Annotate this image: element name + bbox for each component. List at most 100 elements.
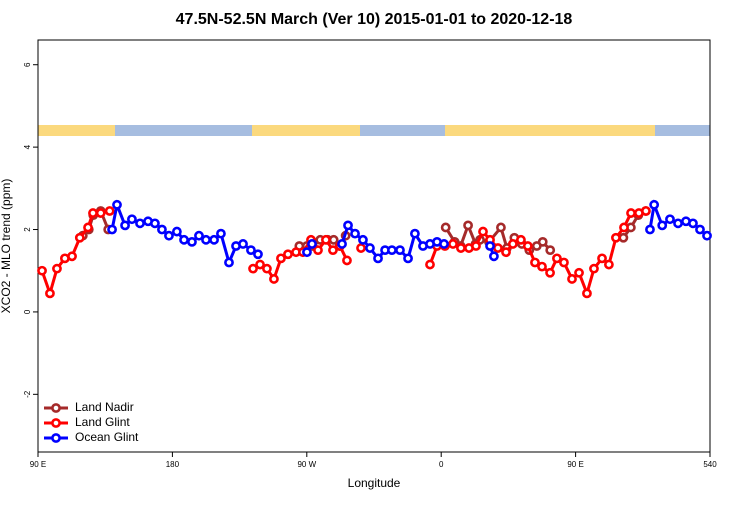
- point: [150, 218, 160, 229]
- point: [255, 259, 265, 270]
- legend-label: Land Glint: [75, 415, 130, 429]
- y-axis-label: XCO2 - MLO trend (ppm): [0, 179, 13, 314]
- point: [485, 241, 495, 251]
- y-tick-label: -2: [23, 390, 32, 398]
- point: [463, 220, 473, 231]
- point: [356, 243, 366, 253]
- point: [439, 239, 449, 249]
- point: [238, 239, 248, 249]
- point: [507, 239, 518, 249]
- point: [164, 230, 174, 241]
- point: [530, 257, 540, 268]
- point: [688, 218, 698, 229]
- point: [107, 224, 117, 235]
- point: [604, 259, 614, 270]
- point: [395, 245, 405, 256]
- point: [52, 263, 62, 274]
- point: [665, 214, 675, 225]
- y-tick-label: 6: [23, 62, 32, 67]
- x-tick-label: 180: [166, 460, 180, 469]
- point: [120, 220, 130, 231]
- point: [702, 230, 712, 241]
- point: [695, 224, 705, 235]
- legend-marker: [51, 403, 61, 413]
- x-tick-label: 540: [703, 460, 717, 469]
- point: [567, 274, 577, 284]
- point: [410, 228, 420, 239]
- point: [307, 239, 317, 249]
- point: [350, 228, 360, 239]
- point: [626, 208, 636, 218]
- point: [95, 208, 106, 218]
- point: [537, 236, 548, 247]
- point: [618, 232, 629, 243]
- point: [135, 218, 145, 229]
- legend-marker: [51, 418, 61, 428]
- point: [246, 245, 256, 256]
- point: [67, 251, 77, 262]
- point: [537, 261, 547, 272]
- point: [269, 274, 279, 284]
- point: [501, 247, 511, 258]
- land-sea-band: [38, 125, 710, 136]
- x-tick-label: 90 W: [297, 460, 316, 469]
- point: [171, 226, 182, 237]
- point: [649, 199, 660, 210]
- point: [276, 253, 286, 264]
- point: [478, 226, 488, 237]
- point: [74, 232, 85, 243]
- point: [112, 199, 122, 210]
- point: [313, 245, 323, 256]
- point: [471, 241, 481, 251]
- point: [645, 224, 655, 235]
- point: [456, 243, 466, 253]
- point: [545, 267, 555, 278]
- point: [448, 239, 458, 249]
- legend-label: Ocean Glint: [75, 430, 139, 444]
- point: [574, 267, 584, 278]
- point: [611, 232, 621, 243]
- point: [657, 220, 668, 231]
- plot-frame: [37, 39, 711, 453]
- point: [343, 220, 353, 231]
- point: [522, 241, 533, 251]
- point: [493, 243, 503, 253]
- point: [88, 208, 98, 218]
- point: [209, 234, 219, 245]
- point: [489, 251, 499, 262]
- point: [216, 228, 226, 239]
- point: [342, 255, 352, 266]
- point: [283, 249, 293, 260]
- point: [516, 234, 526, 245]
- point: [425, 259, 435, 270]
- point: [619, 222, 629, 233]
- point: [589, 263, 599, 274]
- point: [37, 265, 47, 276]
- point: [328, 234, 339, 245]
- point: [597, 253, 607, 264]
- x-axis-label: Longitude: [348, 476, 401, 490]
- x-tick-label: 90 E: [30, 460, 46, 469]
- point: [194, 230, 204, 241]
- point: [253, 249, 263, 260]
- chart-title: 47.5N-52.5N March (Ver 10) 2015-01-01 to…: [176, 11, 573, 28]
- y-tick-label: 2: [23, 227, 32, 232]
- point: [248, 263, 258, 274]
- point: [582, 288, 592, 299]
- point: [262, 263, 272, 274]
- point: [403, 253, 413, 264]
- point: [552, 253, 562, 264]
- point: [365, 243, 375, 253]
- point: [328, 245, 338, 256]
- x-tick-label: 90 E: [567, 460, 583, 469]
- point: [387, 245, 397, 256]
- point: [673, 218, 683, 229]
- y-tick-label: 4: [23, 144, 32, 149]
- point: [321, 234, 331, 245]
- point: [358, 234, 368, 245]
- y-tick-label: 0: [23, 309, 32, 314]
- point: [559, 257, 569, 268]
- point: [440, 222, 451, 233]
- point: [201, 234, 211, 245]
